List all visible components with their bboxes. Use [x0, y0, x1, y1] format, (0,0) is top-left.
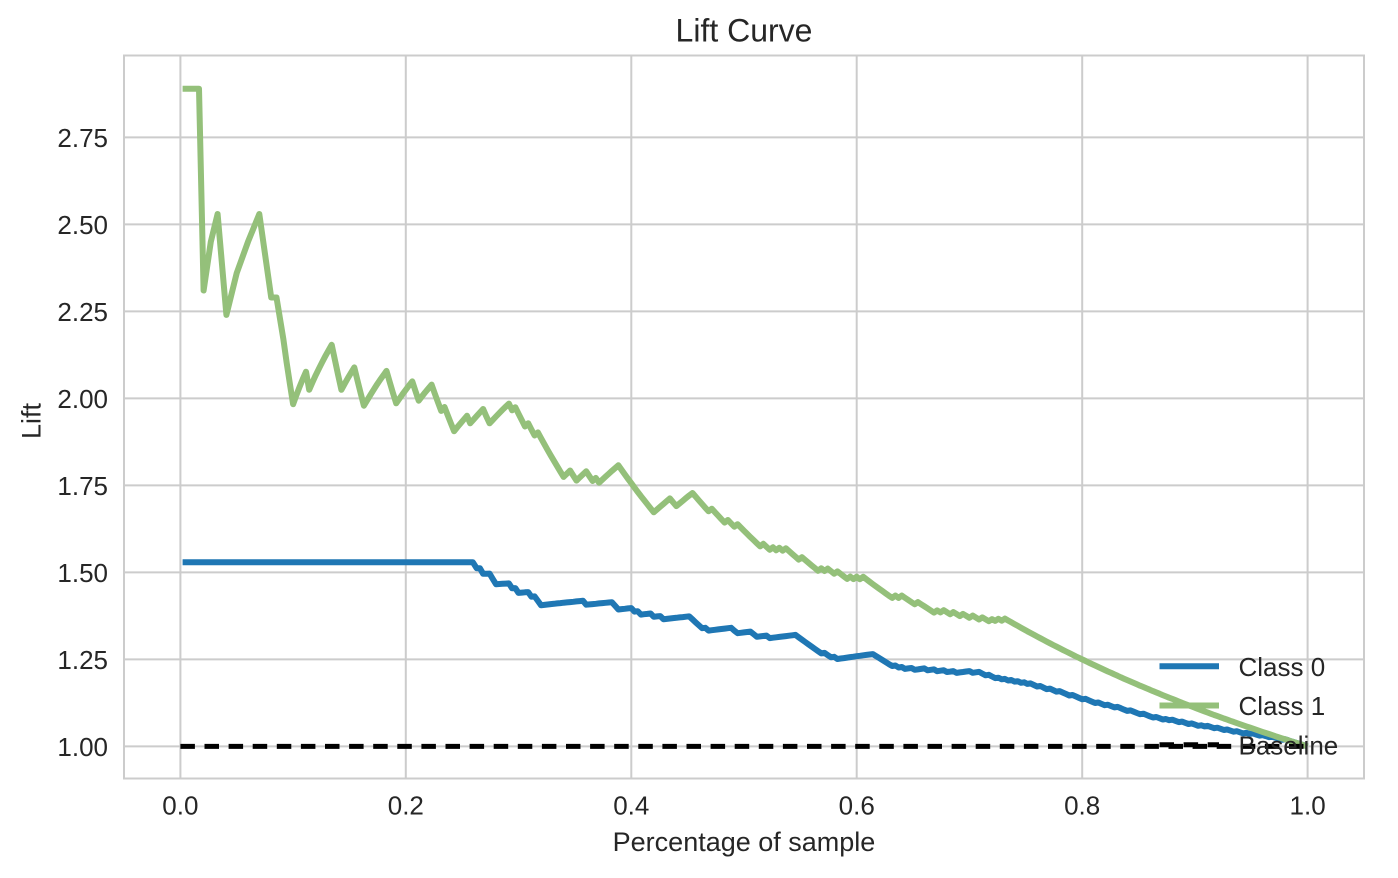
svg-text:0.2: 0.2: [388, 791, 424, 821]
svg-text:2.25: 2.25: [57, 297, 108, 327]
svg-text:Class 1: Class 1: [1239, 691, 1326, 721]
svg-text:Lift Curve: Lift Curve: [676, 13, 813, 49]
svg-text:1.0: 1.0: [1290, 791, 1326, 821]
svg-text:0.4: 0.4: [613, 791, 649, 821]
svg-text:0.8: 0.8: [1064, 791, 1100, 821]
svg-text:Lift: Lift: [17, 402, 47, 439]
svg-text:2.50: 2.50: [57, 210, 108, 240]
svg-text:2.00: 2.00: [57, 384, 108, 414]
svg-text:Percentage of sample: Percentage of sample: [613, 827, 876, 857]
svg-text:0.0: 0.0: [162, 791, 198, 821]
svg-text:1.50: 1.50: [57, 558, 108, 588]
svg-text:1.00: 1.00: [57, 732, 108, 762]
svg-text:2.75: 2.75: [57, 123, 108, 153]
svg-text:Baseline: Baseline: [1239, 730, 1339, 760]
svg-text:0.6: 0.6: [839, 791, 875, 821]
svg-text:Class 0: Class 0: [1239, 652, 1326, 682]
svg-text:1.25: 1.25: [57, 645, 108, 675]
svg-text:1.75: 1.75: [57, 471, 108, 501]
